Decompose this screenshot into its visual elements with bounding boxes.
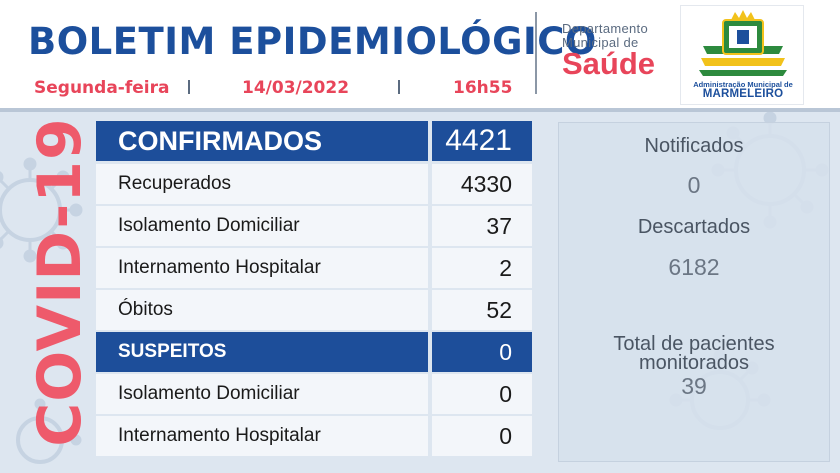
department-name: Saúde xyxy=(562,46,656,81)
suspected-value: 0 xyxy=(432,332,532,372)
header-divider xyxy=(535,12,537,94)
row-value: 4330 xyxy=(432,164,532,204)
table-row: Recuperados 4330 xyxy=(96,164,532,204)
virus-icon xyxy=(0,157,83,263)
row-label: Internamento Hospitalar xyxy=(96,416,428,456)
monitored-label-line2: monitorados xyxy=(638,352,750,374)
row-label: Isolamento Domiciliar xyxy=(96,374,428,414)
row-label: Isolamento Domiciliar xyxy=(96,206,428,246)
date-label: 14/03/2022 xyxy=(242,78,350,98)
table-row: Isolamento Domiciliar 37 xyxy=(96,206,532,246)
monitored-label-line1: Total de pacientes xyxy=(613,333,775,355)
confirmed-header-row: CONFIRMADOS 4421 xyxy=(96,121,532,161)
divider xyxy=(188,80,190,94)
notified-value: 0 xyxy=(687,172,701,198)
virus-icon xyxy=(16,398,82,464)
municipal-logo: Administração Municipal de MARMELEIRO xyxy=(680,5,804,105)
table-row: Internamento Hospitalar 0 xyxy=(96,416,532,456)
weekday-label: Segunda-feira xyxy=(34,78,170,98)
department-line2: Municipal de xyxy=(562,35,639,50)
table-row: Óbitos 52 xyxy=(96,290,532,330)
suspected-header-row: SUSPEITOS 0 xyxy=(96,332,532,372)
monitored-value: 39 xyxy=(681,373,707,399)
row-label: Recuperados xyxy=(96,164,428,204)
side-stats-panel xyxy=(558,122,830,462)
table-row: Internamento Hospitalar 2 xyxy=(96,248,532,288)
confirmed-label: CONFIRMADOS xyxy=(96,121,428,161)
logo-caption: Administração Municipal de xyxy=(693,80,793,89)
confirmed-value: 4421 xyxy=(432,121,532,161)
department-line1: Departamento xyxy=(562,21,648,36)
notified-label: Notificados xyxy=(644,135,744,157)
discarded-value: 6182 xyxy=(668,254,720,280)
row-value: 0 xyxy=(432,416,532,456)
header-underline xyxy=(0,108,840,112)
covid-side-title: COVID-19 xyxy=(25,117,95,447)
row-label: Óbitos xyxy=(96,290,428,330)
logo-city: MARMELEIRO xyxy=(702,88,784,100)
time-label: 16h55 xyxy=(453,78,513,98)
divider xyxy=(398,80,400,94)
row-value: 0 xyxy=(432,374,532,414)
row-value: 2 xyxy=(432,248,532,288)
row-value: 37 xyxy=(432,206,532,246)
page-title: BOLETIM EPIDEMIOLÓGICO xyxy=(28,20,597,63)
discarded-label: Descartados xyxy=(637,216,751,238)
row-value: 52 xyxy=(432,290,532,330)
row-label: Internamento Hospitalar xyxy=(96,248,428,288)
suspected-label: SUSPEITOS xyxy=(96,332,428,372)
table-row: Isolamento Domiciliar 0 xyxy=(96,374,532,414)
city-coat-of-arms-icon xyxy=(699,10,787,76)
